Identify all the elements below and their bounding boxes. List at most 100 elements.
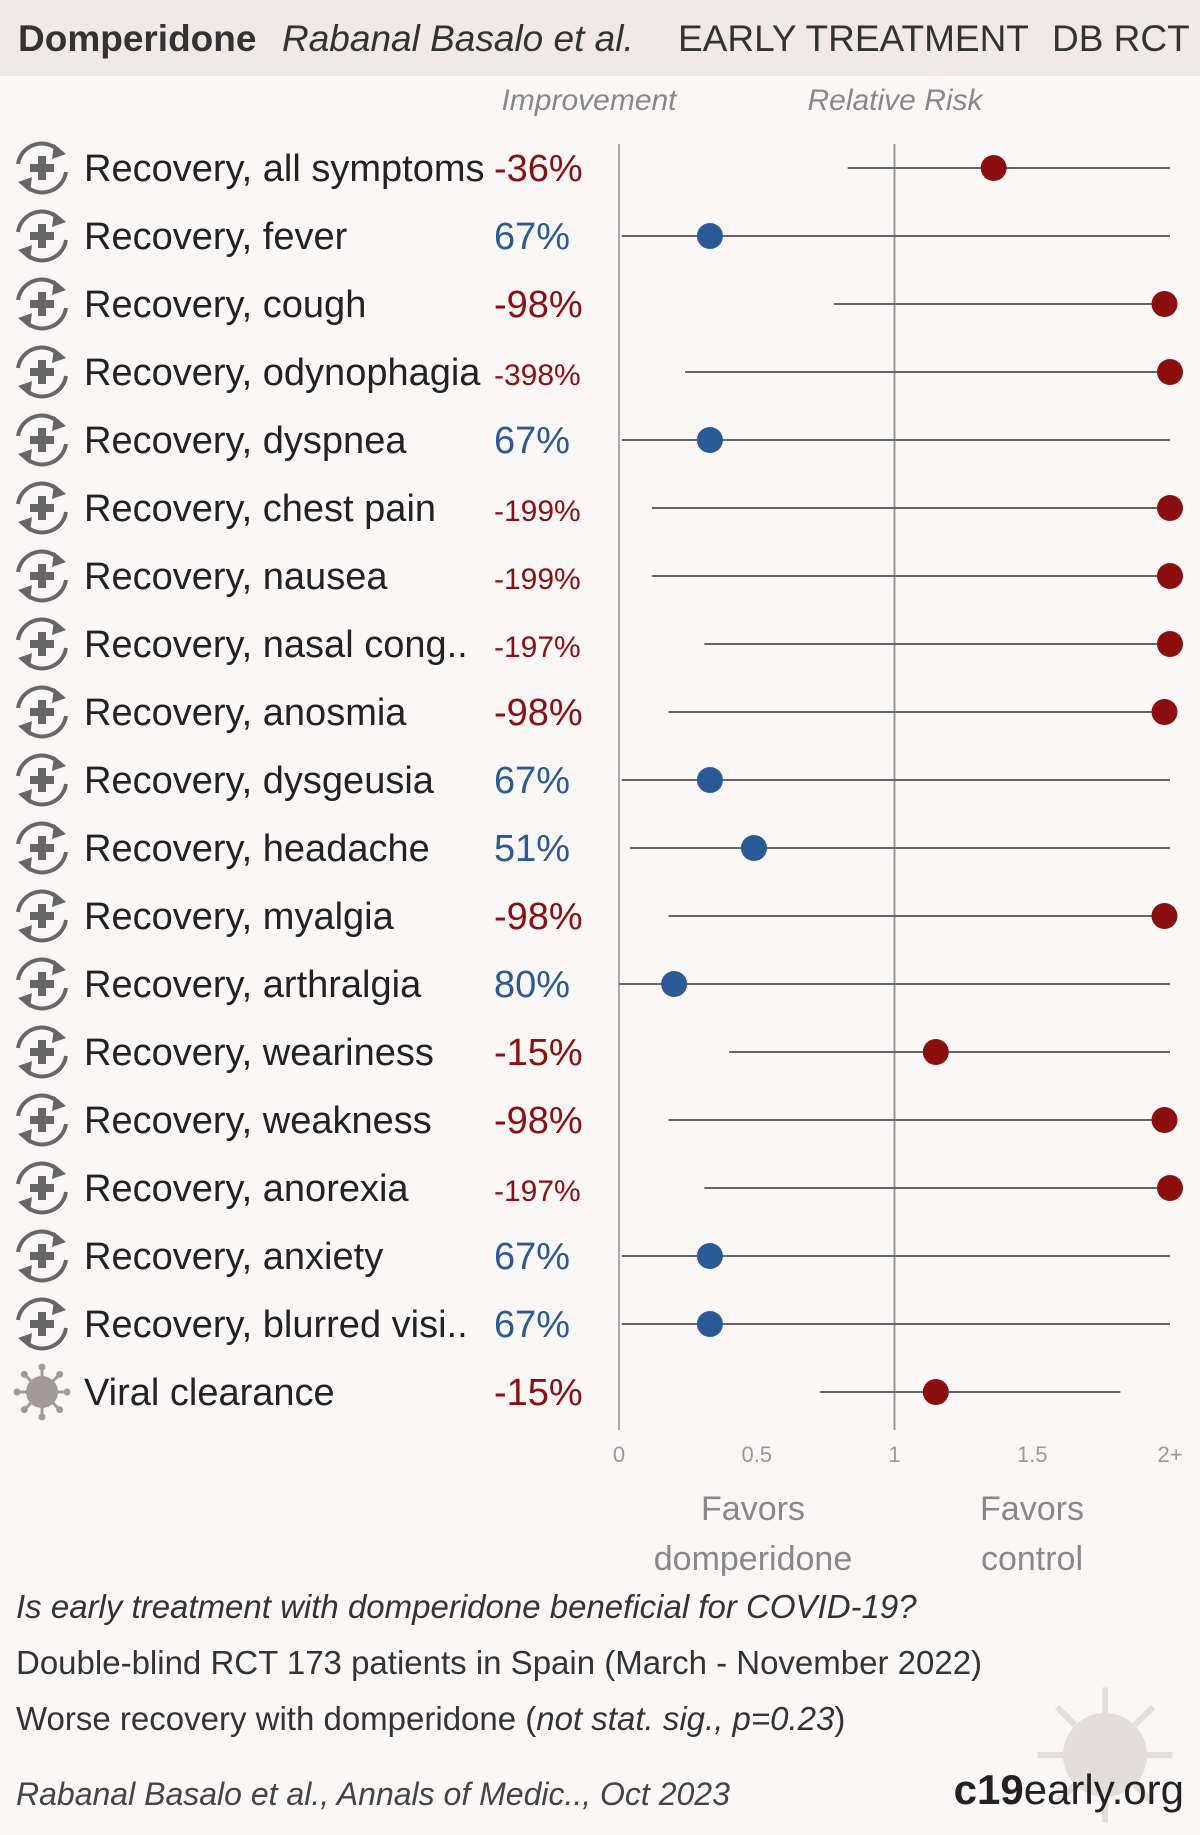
- row-label: Viral clearance: [84, 1372, 335, 1414]
- improvement-value: -98%: [494, 284, 583, 326]
- x-tick-label: 1: [888, 1442, 900, 1467]
- effect-point: [1157, 495, 1183, 521]
- effect-point: [1151, 699, 1178, 725]
- effect-point: [1157, 631, 1183, 657]
- row-label: Recovery, anorexia: [84, 1168, 409, 1210]
- row-label: Recovery, dyspnea: [84, 420, 407, 462]
- effect-point: [980, 155, 1007, 181]
- recovery-icon: [16, 1093, 68, 1147]
- title-bar: Domperidone Rabanal Basalo et al. EARLY …: [0, 0, 1200, 76]
- row-label: Recovery, chest pain: [84, 488, 436, 530]
- favors-right-line1: Favors: [980, 1490, 1084, 1528]
- effect-point: [1151, 903, 1178, 929]
- recovery-icon: [16, 685, 68, 739]
- effect-point: [696, 767, 723, 793]
- improvement-value: -197%: [494, 631, 581, 664]
- improvement-value: -199%: [494, 495, 581, 528]
- favors-left-line1: Favors: [701, 1490, 805, 1528]
- study-question: Is early treatment with domperidone bene…: [16, 1588, 917, 1625]
- recovery-icon: [16, 1025, 68, 1079]
- improvement-value: 67%: [494, 1304, 570, 1346]
- improvement-value: -199%: [494, 563, 581, 596]
- favors-right-line2: control: [981, 1540, 1083, 1576]
- row-label: Recovery, headache: [84, 828, 430, 870]
- row-label: Recovery, nasal cong..: [84, 624, 468, 666]
- brand-logo[interactable]: c19early.org: [954, 1766, 1184, 1814]
- improvement-value: -15%: [494, 1372, 583, 1414]
- effect-point: [696, 427, 723, 453]
- row-label: Recovery, cough: [84, 284, 366, 326]
- virus-icon: [13, 1363, 71, 1421]
- favors-left-line2: domperidone: [654, 1540, 852, 1576]
- row-label: Recovery, nausea: [84, 556, 388, 598]
- recovery-icon: [16, 141, 68, 195]
- effect-point: [1151, 1107, 1178, 1133]
- recovery-icon: [16, 617, 68, 671]
- improvement-value: 80%: [494, 964, 570, 1006]
- virus-watermark-icon: [1037, 1687, 1173, 1823]
- improvement-value: -197%: [494, 1175, 581, 1208]
- x-tick-label: 0: [613, 1442, 625, 1467]
- recovery-icon: [16, 821, 68, 875]
- improvement-value: 67%: [494, 760, 570, 802]
- conclusion-end: ): [834, 1700, 846, 1737]
- row-label: Recovery, weariness: [84, 1032, 434, 1074]
- forest-plot: Improvement Relative Risk Recovery, all sy…: [13, 84, 1183, 1576]
- study-conclusion: Worse recovery with domperidone (not sta…: [16, 1700, 845, 1738]
- study-authors: Rabanal Basalo et al.: [282, 18, 634, 59]
- effect-point: [1157, 563, 1183, 589]
- recovery-icon: [16, 209, 68, 263]
- brand-bold: c19: [953, 1766, 1024, 1813]
- effect-point: [922, 1379, 949, 1405]
- recovery-icon: [16, 957, 68, 1011]
- improvement-value: 67%: [494, 1236, 570, 1278]
- improvement-header: Improvement: [501, 84, 678, 117]
- improvement-value: -98%: [494, 692, 583, 734]
- recovery-icon: [16, 1229, 68, 1283]
- study-summary: Double-blind RCT 173 patients in Spain (…: [16, 1644, 983, 1681]
- effect-point: [1151, 291, 1178, 317]
- conclusion-text: Worse recovery with domperidone (: [16, 1700, 537, 1737]
- relative-risk-header: Relative Risk: [807, 84, 984, 117]
- improvement-value: 67%: [494, 216, 570, 258]
- brand-rest: early.org: [1023, 1766, 1184, 1813]
- effect-point: [696, 1311, 723, 1337]
- recovery-icon: [16, 277, 68, 331]
- row-label: Recovery, anxiety: [84, 1236, 383, 1278]
- x-tick-label: 0.5: [741, 1442, 772, 1467]
- recovery-icon: [16, 889, 68, 943]
- recovery-icon: [16, 549, 68, 603]
- row-label: Recovery, anosmia: [84, 692, 407, 734]
- recovery-icon: [16, 413, 68, 467]
- recovery-icon: [16, 345, 68, 399]
- improvement-value: 67%: [494, 420, 570, 462]
- row-label: Recovery, weakness: [84, 1100, 432, 1142]
- citation: Rabanal Basalo et al., Annals of Medic..…: [16, 1776, 730, 1812]
- recovery-icon: [16, 1297, 68, 1351]
- recovery-icon: [16, 1161, 68, 1215]
- treatment-stage: EARLY TREATMENT: [678, 18, 1029, 59]
- drug-name: Domperidone: [18, 18, 257, 59]
- improvement-value: 51%: [494, 828, 570, 870]
- effect-point: [1157, 359, 1183, 385]
- x-tick-label: 2+: [1157, 1442, 1182, 1467]
- effect-point: [696, 223, 723, 249]
- row-label: Recovery, myalgia: [84, 896, 395, 938]
- improvement-value: -98%: [494, 896, 583, 938]
- row-label: Recovery, dysgeusia: [84, 760, 435, 802]
- effect-point: [696, 1243, 723, 1269]
- x-tick-label: 1.5: [1017, 1442, 1048, 1467]
- row-label: Recovery, odynophagia: [84, 352, 481, 394]
- row-label: Recovery, blurred visi..: [84, 1304, 468, 1346]
- significance-text: not stat. sig., p=0.23: [536, 1700, 835, 1737]
- improvement-value: -398%: [494, 359, 581, 392]
- effect-point: [922, 1039, 949, 1065]
- improvement-value: -36%: [494, 148, 583, 190]
- recovery-icon: [16, 753, 68, 807]
- effect-point: [1157, 1175, 1183, 1201]
- row-label: Recovery, all symptoms: [84, 148, 485, 190]
- row-label: Recovery, arthralgia: [84, 964, 422, 1006]
- recovery-icon: [16, 481, 68, 535]
- improvement-value: -98%: [494, 1100, 583, 1142]
- effect-point: [740, 835, 767, 861]
